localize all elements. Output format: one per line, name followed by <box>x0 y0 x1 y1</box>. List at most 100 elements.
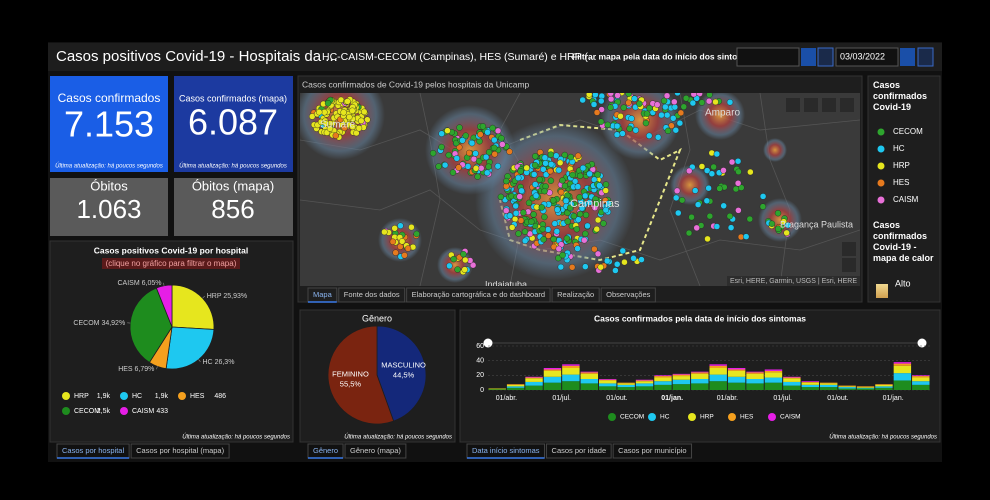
bar-segment <box>599 386 617 390</box>
tab-frame[interactable] <box>338 287 406 303</box>
bar-segment <box>635 380 654 382</box>
case-dot <box>512 210 520 217</box>
tab[interactable]: Gênero <box>313 446 338 455</box>
case-dot <box>326 125 334 132</box>
case-dot <box>698 99 706 106</box>
bar-segment <box>635 383 654 387</box>
case-dot <box>621 258 628 266</box>
case-dot <box>494 162 502 170</box>
tab[interactable]: Elaboração cartográfica e do dashboard <box>412 290 545 299</box>
legend-count: 2,5k <box>97 408 111 415</box>
case-dot <box>503 177 510 185</box>
case-dot <box>349 107 356 114</box>
tab[interactable]: Mapa <box>313 290 333 299</box>
case-dot <box>498 135 505 142</box>
case-dot <box>568 264 576 271</box>
case-dot <box>485 163 492 170</box>
case-dot <box>581 236 588 244</box>
tab-frame[interactable] <box>612 443 693 459</box>
case-dot <box>720 167 727 174</box>
tab[interactable]: Data início sintomas <box>472 446 540 455</box>
case-dot <box>521 228 529 235</box>
case-dot <box>541 187 548 195</box>
pie-slice[interactable] <box>129 287 173 363</box>
basemap-button[interactable] <box>840 98 854 112</box>
time-button[interactable] <box>817 47 834 67</box>
case-dot <box>559 177 566 184</box>
zoom-out[interactable] <box>842 258 856 272</box>
case-dot <box>712 98 719 106</box>
pie-slice[interactable] <box>171 284 215 330</box>
case-dot <box>747 168 754 176</box>
legend-swatch <box>62 392 70 400</box>
calendar-button[interactable] <box>900 48 915 66</box>
pie-slice[interactable] <box>376 325 427 422</box>
case-dot <box>708 170 716 177</box>
case-dot <box>484 129 491 136</box>
tab-frame[interactable] <box>130 443 230 459</box>
tab[interactable]: Casos por município <box>618 446 686 455</box>
case-dot <box>517 217 525 224</box>
tab[interactable]: Casos por idade <box>552 446 607 455</box>
pie-slice[interactable] <box>155 284 173 328</box>
tab[interactable]: Observações <box>606 290 650 299</box>
case-dot <box>525 199 533 207</box>
tab[interactable]: Fonte dos dados <box>344 290 400 299</box>
legend-name: HRP <box>700 414 714 421</box>
tab[interactable]: Casos por hospital <box>62 446 124 455</box>
tab[interactable]: Casos por hospital (mapa) <box>136 446 224 455</box>
case-dot <box>532 192 540 199</box>
case-dot <box>703 167 711 174</box>
range-handle[interactable] <box>483 338 493 348</box>
case-dot <box>630 255 637 262</box>
zoom-in[interactable] <box>842 242 856 256</box>
tab[interactable]: Realização <box>557 290 594 299</box>
card-label: Óbitos (mapa) <box>192 178 274 193</box>
case-dot <box>530 171 538 178</box>
card-value: 1.063 <box>76 194 141 224</box>
bar-segment <box>672 373 691 375</box>
case-dot <box>614 93 621 99</box>
layers-button[interactable] <box>822 98 836 112</box>
place-label: Sumaré <box>320 120 355 131</box>
legend-count: 1,9k <box>155 393 169 400</box>
case-dot <box>316 108 323 116</box>
case-dot <box>475 157 483 165</box>
map[interactable]: Sumaré Amparo Campinas Bragança Paulista… <box>295 70 860 289</box>
tab-frame[interactable] <box>600 287 656 303</box>
time-button[interactable] <box>917 47 934 67</box>
bar-segment <box>654 384 672 390</box>
tab-frame[interactable] <box>546 443 612 459</box>
tab-frame[interactable] <box>344 443 407 459</box>
slice-label: HC 26,3% <box>203 359 235 366</box>
case-dot <box>464 163 472 170</box>
pie-slice[interactable] <box>165 326 215 370</box>
date-input-start[interactable] <box>736 47 800 67</box>
heat-blob <box>600 93 680 160</box>
heat-blob <box>695 93 745 140</box>
case-dot <box>574 183 582 190</box>
case-dot <box>557 263 565 271</box>
case-dot <box>671 98 678 106</box>
calendar-button[interactable] <box>801 48 816 66</box>
range-handle[interactable] <box>917 338 927 348</box>
list-button[interactable] <box>804 98 818 112</box>
case-dot <box>450 255 457 263</box>
pie-slice[interactable] <box>327 325 395 425</box>
y-tick-label: 40 <box>476 358 484 365</box>
case-dot <box>542 171 550 178</box>
tab[interactable]: Gênero (mapa) <box>350 446 401 455</box>
boundary <box>759 93 791 286</box>
card-value: 7.153 <box>64 104 154 145</box>
tab-frame[interactable] <box>551 287 600 303</box>
bar-segment <box>764 377 783 383</box>
slice-label: CAISM 6,05% <box>118 280 162 287</box>
home-button[interactable] <box>786 98 800 112</box>
case-dot <box>692 187 699 194</box>
bar-segment <box>856 387 875 388</box>
tab-frame[interactable] <box>406 287 551 303</box>
case-dot <box>592 93 599 98</box>
date-input-end[interactable] <box>835 47 899 67</box>
label-part: HC <box>203 359 213 366</box>
legend-swatch <box>728 413 736 421</box>
